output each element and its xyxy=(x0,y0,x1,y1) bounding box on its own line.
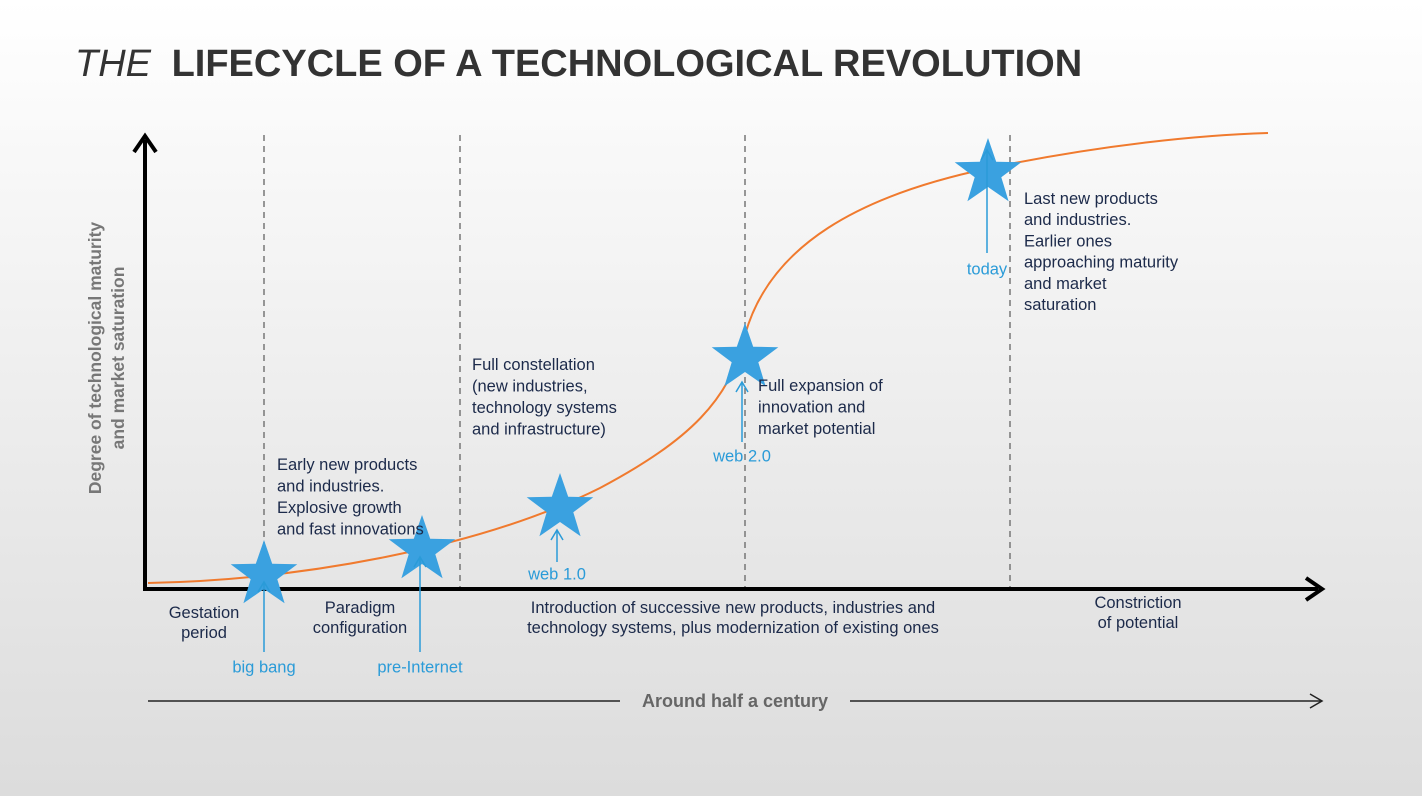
annotation-line: and infrastructure) xyxy=(472,421,606,439)
x-axis-label: Around half a century xyxy=(642,691,828,711)
phase-label-line: technology systems, plus modernization o… xyxy=(527,619,939,637)
milestone-arrowhead xyxy=(413,555,427,568)
phase-label-line: Introduction of successive new products,… xyxy=(531,599,935,617)
phase-label: Constriction of potential xyxy=(1094,594,1181,632)
y-axis-arrow xyxy=(132,132,158,154)
annotation-line: and industries. xyxy=(277,478,384,496)
annotation-line: Full expansion of xyxy=(758,377,883,395)
y-axis-label: Degree of technological maturity and mark… xyxy=(85,222,128,495)
milestone-label: web 1.0 xyxy=(527,565,586,583)
title-prefix: THE xyxy=(75,43,152,85)
annotation-line: Early new products xyxy=(277,456,417,474)
labels: big bang pre-Internet web 1.0 web 2.0 today G… xyxy=(85,190,1182,710)
milestone-markers xyxy=(230,138,1022,652)
annotation-line: innovation and xyxy=(758,399,865,417)
star xyxy=(388,515,456,579)
annotation-line: and industries. xyxy=(1024,212,1131,230)
phase-label-line: of potential xyxy=(1098,614,1179,632)
milestone-label: big bang xyxy=(232,658,295,676)
phase-label: Paradigm configuration xyxy=(313,599,407,637)
star xyxy=(954,138,1022,202)
annotation-line: (new industries, xyxy=(472,378,588,396)
milestone-arrowhead xyxy=(980,148,994,161)
span-arrow xyxy=(1309,693,1324,709)
annotation-line: approaching maturity xyxy=(1024,254,1179,272)
annotation-line: Last new products xyxy=(1024,190,1158,208)
y-axis-label-line: Degree of technological maturity xyxy=(85,222,105,495)
annotation: Last new products and industries. Earlier … xyxy=(1024,190,1179,314)
milestone-label: pre-Internet xyxy=(377,658,463,676)
phase-label-line: configuration xyxy=(313,619,407,637)
time-span xyxy=(148,693,1324,709)
annotation: Early new products and industries. Explosi… xyxy=(277,456,424,539)
dividers xyxy=(263,135,1011,590)
annotation-line: market potential xyxy=(758,420,875,438)
annotation-line: Explosive growth xyxy=(277,499,402,517)
annotation: Full constellation (new industries, techno… xyxy=(472,356,617,439)
annotation-line: and fast innovations xyxy=(277,521,424,539)
milestone-arrowhead xyxy=(257,580,271,593)
milestone-label: web 2.0 xyxy=(712,447,771,465)
y-axis-label-line: and market saturation xyxy=(108,267,128,450)
phase-label: Gestation period xyxy=(169,604,240,642)
x-axis-arrow xyxy=(1304,576,1326,602)
phase-label-line: Constriction xyxy=(1094,594,1181,612)
axes xyxy=(132,132,1326,602)
phase-label-line: Paradigm xyxy=(325,599,396,617)
annotation-line: Full constellation xyxy=(472,356,595,374)
star xyxy=(526,473,594,537)
milestone-label: today xyxy=(967,260,1008,278)
annotation: Full expansion of innovation and market po… xyxy=(758,377,883,438)
phase-label-line: Gestation xyxy=(169,604,240,622)
milestone-arrowhead xyxy=(550,528,564,541)
annotation-line: saturation xyxy=(1024,296,1096,314)
annotation-line: and market xyxy=(1024,275,1107,293)
title: THE LIFECYCLE OF A TECHNOLOGICAL REVOLUT… xyxy=(75,43,1082,85)
annotation-line: technology systems xyxy=(472,399,617,417)
star xyxy=(711,323,779,387)
phase-label: Introduction of successive new products,… xyxy=(527,599,939,637)
annotation-line: Earlier ones xyxy=(1024,233,1112,251)
star xyxy=(230,540,298,604)
phase-label-line: period xyxy=(181,624,227,642)
milestone-arrowhead xyxy=(735,380,749,393)
title-main: LIFECYCLE OF A TECHNOLOGICAL REVOLUTION xyxy=(172,43,1083,85)
